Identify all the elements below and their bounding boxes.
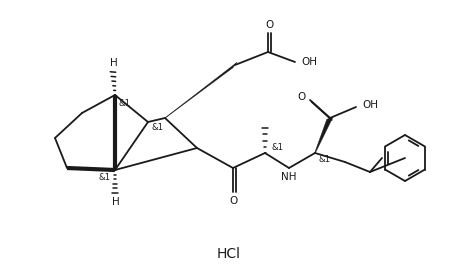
Text: &1: &1 [272,143,284,153]
Text: OH: OH [362,100,378,110]
Text: O: O [229,196,237,206]
Polygon shape [315,117,333,153]
Text: HCl: HCl [217,247,241,261]
Text: &1: &1 [119,99,131,109]
Text: H: H [112,197,120,207]
Text: &1: &1 [99,173,111,183]
Text: &1: &1 [319,155,331,163]
Text: OH: OH [301,57,317,67]
Polygon shape [165,62,237,118]
Text: O: O [297,92,305,102]
Text: H: H [110,58,118,68]
Text: &1: &1 [152,124,164,132]
Text: O: O [266,20,274,30]
Text: NH: NH [281,172,297,182]
